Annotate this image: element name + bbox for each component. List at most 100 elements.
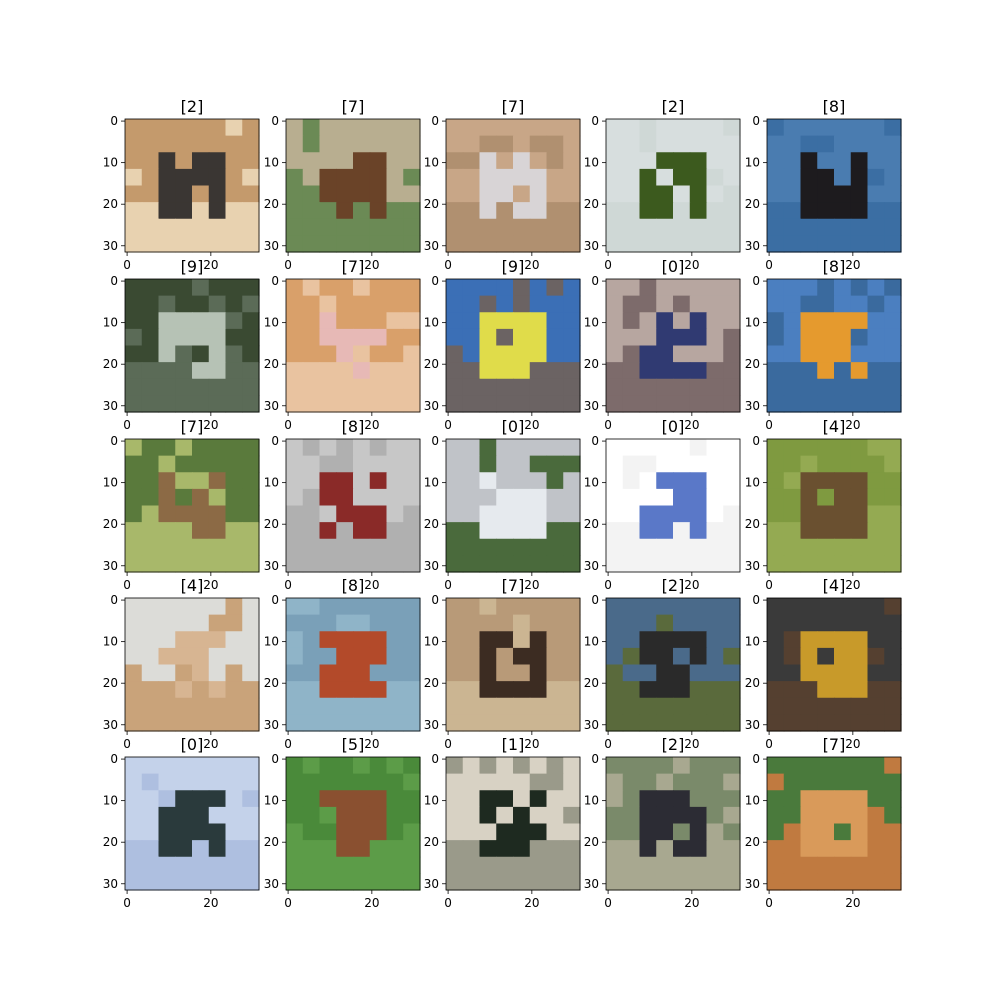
y-tick-label: 0	[752, 593, 760, 607]
image-pixel-block	[800, 395, 818, 413]
image-pixel-block	[563, 631, 581, 649]
image-pixel-block	[546, 185, 564, 203]
image-pixel-block	[446, 439, 464, 457]
image-pixel-block	[767, 522, 785, 540]
image-pixel-block	[884, 598, 902, 616]
x-tick-label: 0	[604, 258, 612, 272]
image-pixel-block	[529, 614, 548, 632]
x-tick-label: 0	[123, 578, 131, 592]
y-tick-label: 10	[264, 156, 279, 170]
image-pixel-block	[867, 279, 885, 297]
image-pixel-block	[639, 488, 657, 507]
image-pixel-block	[208, 455, 227, 473]
image-pixel-block	[622, 279, 641, 297]
y-tick-label: 30	[103, 877, 118, 891]
image-pixel-block	[884, 455, 902, 473]
image-pixel-block	[403, 279, 421, 297]
image-pixel-block	[462, 856, 481, 874]
image-pixel-block	[336, 538, 354, 556]
panel-image	[125, 757, 260, 891]
image-pixel-block	[369, 455, 388, 473]
image-pixel-block	[302, 455, 321, 473]
image-pixel-block	[353, 168, 371, 187]
image-pixel-block	[800, 378, 818, 396]
image-pixel-block	[673, 455, 691, 473]
image-pixel-block	[673, 773, 691, 791]
image-pixel-block	[867, 119, 885, 137]
image-pixel-block	[513, 522, 531, 540]
image-pixel-block	[622, 168, 641, 187]
image-pixel-block	[529, 840, 548, 858]
axes-frame	[766, 278, 902, 413]
image-pixel-block	[336, 135, 354, 153]
image-pixel-block	[158, 522, 176, 540]
image-pixel-block	[706, 488, 724, 507]
image-pixel-block	[563, 840, 581, 858]
y-tick-label: 0	[110, 593, 118, 607]
image-pixel-block	[563, 119, 581, 137]
image-pixel-block	[606, 328, 624, 347]
image-pixel-block	[606, 345, 624, 363]
image-pixel-block	[834, 505, 852, 523]
panel-image	[446, 598, 581, 732]
image-pixel-block	[319, 235, 337, 253]
image-pixel-block	[403, 395, 421, 413]
image-pixel-block	[706, 135, 724, 153]
image-pixel-block	[606, 152, 624, 170]
subplot-title: [7]	[342, 257, 365, 276]
image-pixel-block	[884, 345, 902, 363]
image-pixel-block	[639, 773, 657, 791]
image-pixel-block	[479, 345, 497, 363]
image-pixel-block	[817, 235, 835, 253]
image-pixel-block	[706, 345, 724, 363]
image-pixel-block	[884, 395, 902, 413]
image-pixel-block	[158, 647, 176, 666]
image-pixel-block	[656, 806, 674, 825]
image-pixel-block	[462, 488, 481, 507]
image-pixel-block	[242, 823, 260, 841]
image-pixel-block	[689, 119, 708, 137]
axes-frame	[124, 278, 260, 413]
image-pixel-block	[817, 202, 835, 220]
image-pixel-block	[286, 168, 304, 187]
image-pixel-block	[563, 185, 581, 203]
image-pixel-block	[767, 790, 785, 808]
x-tick-label: 20	[364, 578, 379, 592]
image-pixel-block	[656, 395, 674, 413]
image-pixel-block	[403, 631, 421, 649]
image-pixel-block	[767, 806, 785, 825]
image-pixel-block	[208, 362, 227, 380]
image-pixel-block	[462, 135, 481, 153]
x-tick-label: 20	[684, 578, 699, 592]
image-pixel-block	[158, 345, 176, 363]
image-pixel-block	[446, 362, 464, 380]
image-pixel-block	[286, 757, 304, 775]
image-pixel-block	[141, 840, 160, 858]
image-pixel-block	[462, 790, 481, 808]
y-tick-label: 10	[745, 476, 760, 490]
image-pixel-block	[800, 312, 818, 330]
image-pixel-block	[513, 279, 531, 297]
image-pixel-block	[513, 395, 531, 413]
image-pixel-block	[767, 631, 785, 649]
image-pixel-block	[386, 714, 404, 732]
image-pixel-block	[639, 152, 657, 170]
image-pixel-block	[302, 555, 321, 573]
image-pixel-block	[336, 757, 354, 775]
image-pixel-block	[529, 135, 548, 153]
image-pixel-block	[513, 152, 531, 170]
axes-frame	[285, 278, 421, 413]
image-pixel-block	[175, 631, 193, 649]
image-pixel-block	[403, 806, 421, 825]
image-pixel-block	[192, 522, 210, 540]
x-tick-label: 20	[524, 896, 539, 910]
image-pixel-block	[336, 598, 354, 616]
image-pixel-block	[462, 522, 481, 540]
image-pixel-block	[302, 279, 321, 297]
image-pixel-block	[225, 614, 243, 632]
image-pixel-block	[446, 345, 464, 363]
image-pixel-block	[656, 856, 674, 874]
